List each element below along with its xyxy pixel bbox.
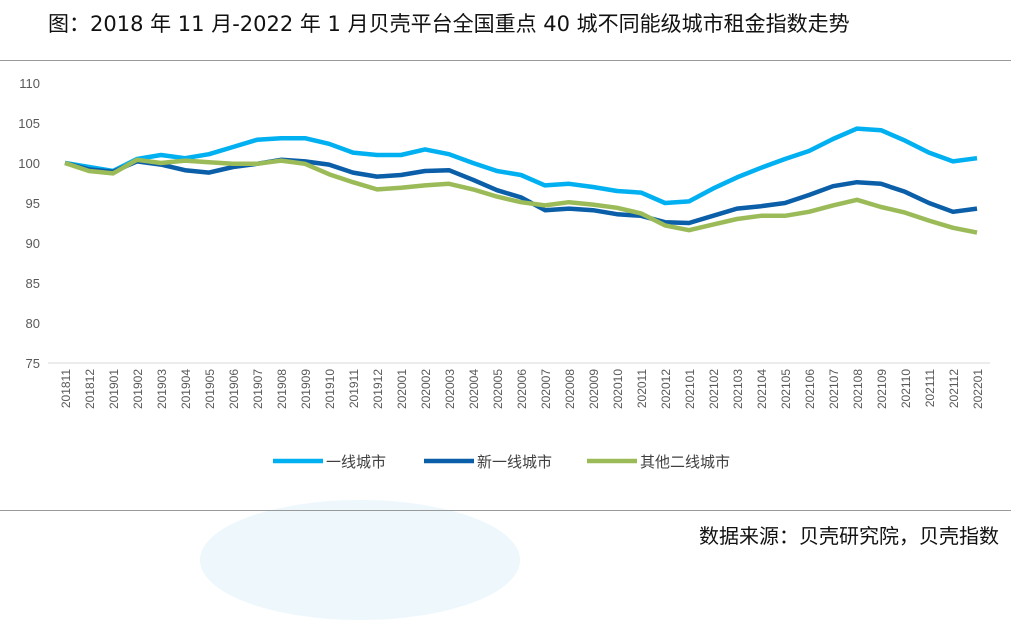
x-tick-label: 202104 xyxy=(755,369,769,409)
x-tick-label: 202008 xyxy=(563,369,577,409)
x-tick-label: 201909 xyxy=(299,369,313,409)
x-tick-label: 202105 xyxy=(779,369,793,409)
x-tick-label: 202111 xyxy=(923,369,937,408)
y-tick-label: 100 xyxy=(18,156,40,171)
bottom-divider xyxy=(0,510,1011,511)
x-tick-label: 202010 xyxy=(611,369,625,409)
x-tick-label: 202005 xyxy=(491,369,505,409)
x-tick-label: 202110 xyxy=(899,369,913,408)
x-tick-label: 201907 xyxy=(251,369,265,409)
x-tick-label: 202112 xyxy=(947,369,961,408)
x-tick-label: 202011 xyxy=(635,369,649,408)
x-tick-label: 201911 xyxy=(347,369,361,408)
x-tick-label: 202107 xyxy=(827,369,841,409)
source-note: 数据来源：贝壳研究院，贝壳指数 xyxy=(699,520,999,549)
x-tick-label: 202106 xyxy=(803,369,817,409)
watermark-logo xyxy=(200,500,520,620)
x-tick-label: 201811 xyxy=(59,369,73,408)
x-tick-label: 202003 xyxy=(443,369,457,409)
x-tick-label: 202201 xyxy=(971,369,985,409)
x-tick-label: 201901 xyxy=(107,369,121,409)
y-tick-label: 95 xyxy=(26,196,40,211)
x-tick-label: 202002 xyxy=(419,369,433,409)
x-tick-label: 202102 xyxy=(707,369,721,409)
x-tick-label: 202012 xyxy=(659,369,673,409)
x-tick-label: 202001 xyxy=(395,369,409,409)
x-tick-label: 202109 xyxy=(875,369,889,409)
y-tick-label: 90 xyxy=(26,236,40,251)
x-tick-label: 201906 xyxy=(227,369,241,409)
x-tick-label: 201910 xyxy=(323,369,337,409)
x-tick-label: 202007 xyxy=(539,369,553,409)
legend-label: 其他二线城市 xyxy=(640,453,730,471)
x-tick-label: 201902 xyxy=(131,369,145,409)
x-tick-label: 201812 xyxy=(83,369,97,409)
x-tick-label: 202009 xyxy=(587,369,601,409)
legend-label: 一线城市 xyxy=(326,453,386,471)
legend-label: 新一线城市 xyxy=(477,453,552,471)
series-line-1 xyxy=(65,160,977,223)
series-line-0 xyxy=(65,129,977,203)
x-tick-label: 201905 xyxy=(203,369,217,409)
x-tick-label: 201908 xyxy=(275,369,289,409)
y-tick-label: 75 xyxy=(26,356,40,371)
y-tick-label: 110 xyxy=(19,76,40,91)
x-tick-label: 202108 xyxy=(851,369,865,409)
x-tick-label: 201903 xyxy=(155,369,169,409)
x-tick-label: 201912 xyxy=(371,369,385,409)
line-chart: 75 80 85 90 95 100 105 110 201811 201812 201901 201… xyxy=(0,0,1011,500)
y-tick-label: 80 xyxy=(26,316,40,331)
y-tick-label: 105 xyxy=(18,116,40,131)
x-tick-label: 202004 xyxy=(467,369,481,409)
y-tick-label: 85 xyxy=(26,276,40,291)
x-tick-label: 202101 xyxy=(683,369,697,409)
x-tick-label: 201904 xyxy=(179,369,193,409)
x-tick-label: 202103 xyxy=(731,369,745,409)
x-tick-label: 202006 xyxy=(515,369,529,409)
